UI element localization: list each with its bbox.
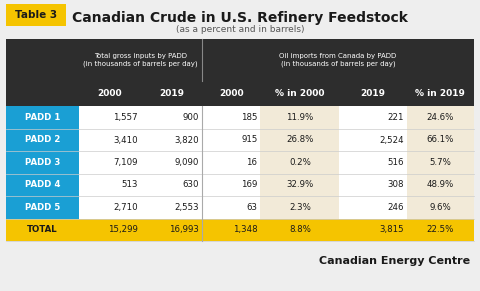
- Text: 66.1%: 66.1%: [427, 136, 454, 145]
- Text: 516: 516: [387, 158, 404, 167]
- Text: 5.7%: 5.7%: [430, 158, 451, 167]
- Text: 15,299: 15,299: [108, 225, 138, 234]
- Bar: [202, 174, 261, 196]
- Bar: [339, 106, 407, 129]
- Text: Oil imports from Canada by PADD
(in thousands of barrels per day): Oil imports from Canada by PADD (in thou…: [279, 52, 396, 67]
- Text: PADD 4: PADD 4: [25, 180, 60, 189]
- Bar: [6, 4, 66, 26]
- Bar: [6, 151, 79, 174]
- Bar: [407, 196, 474, 219]
- Bar: [6, 106, 79, 129]
- Text: 2.3%: 2.3%: [289, 203, 311, 212]
- Bar: [261, 129, 339, 151]
- Text: 26.8%: 26.8%: [286, 136, 313, 145]
- Bar: [407, 174, 474, 196]
- Text: 3,410: 3,410: [113, 136, 138, 145]
- Text: 630: 630: [182, 180, 199, 189]
- Text: PADD 1: PADD 1: [25, 113, 60, 122]
- Text: PADD 3: PADD 3: [25, 158, 60, 167]
- Text: 246: 246: [387, 203, 404, 212]
- Text: 32.9%: 32.9%: [287, 180, 313, 189]
- Text: 22.5%: 22.5%: [427, 225, 454, 234]
- Bar: [6, 219, 79, 241]
- Bar: [141, 129, 202, 151]
- Text: 900: 900: [182, 113, 199, 122]
- Bar: [339, 219, 407, 241]
- Bar: [339, 151, 407, 174]
- Bar: [202, 106, 261, 129]
- Bar: [79, 106, 141, 129]
- Bar: [407, 151, 474, 174]
- Text: 2,524: 2,524: [379, 136, 404, 145]
- Text: 169: 169: [241, 180, 257, 189]
- Text: 48.9%: 48.9%: [427, 180, 454, 189]
- Text: 7,109: 7,109: [113, 158, 138, 167]
- Bar: [202, 196, 261, 219]
- Text: 16,993: 16,993: [169, 225, 199, 234]
- Bar: [407, 106, 474, 129]
- Text: 1,348: 1,348: [233, 225, 257, 234]
- Text: 63: 63: [246, 203, 257, 212]
- Text: 185: 185: [241, 113, 257, 122]
- Bar: [79, 174, 141, 196]
- Bar: [407, 219, 474, 241]
- Text: 513: 513: [121, 180, 138, 189]
- Bar: [141, 219, 202, 241]
- Bar: [339, 174, 407, 196]
- Text: PADD 2: PADD 2: [25, 136, 60, 145]
- Text: 9.6%: 9.6%: [430, 203, 451, 212]
- Text: 2000: 2000: [219, 89, 243, 98]
- Text: 2,710: 2,710: [113, 203, 138, 212]
- Bar: [6, 196, 79, 219]
- Text: 9,090: 9,090: [175, 158, 199, 167]
- Text: % in 2019: % in 2019: [415, 89, 465, 98]
- Text: % in 2000: % in 2000: [275, 89, 324, 98]
- Bar: [261, 106, 339, 129]
- Text: (as a percent and in barrels): (as a percent and in barrels): [176, 24, 304, 33]
- Bar: [79, 151, 141, 174]
- Text: 24.6%: 24.6%: [427, 113, 454, 122]
- Bar: [6, 174, 79, 196]
- Text: 3,815: 3,815: [379, 225, 404, 234]
- Bar: [6, 81, 474, 106]
- Bar: [202, 129, 261, 151]
- Bar: [141, 151, 202, 174]
- Text: 0.2%: 0.2%: [289, 158, 311, 167]
- Bar: [202, 151, 261, 174]
- Bar: [202, 219, 261, 241]
- Bar: [261, 174, 339, 196]
- Bar: [261, 196, 339, 219]
- Text: 2019: 2019: [159, 89, 184, 98]
- Bar: [141, 106, 202, 129]
- Text: 2,553: 2,553: [174, 203, 199, 212]
- Text: 915: 915: [241, 136, 257, 145]
- Text: 11.9%: 11.9%: [287, 113, 313, 122]
- Text: Canadian Crude in U.S. Refinery Feedstock: Canadian Crude in U.S. Refinery Feedstoc…: [72, 11, 408, 25]
- Text: 3,820: 3,820: [174, 136, 199, 145]
- Text: 8.8%: 8.8%: [289, 225, 311, 234]
- Bar: [6, 39, 474, 81]
- Text: Table 3: Table 3: [15, 10, 57, 20]
- Bar: [339, 196, 407, 219]
- Text: PADD 5: PADD 5: [25, 203, 60, 212]
- Text: 1,557: 1,557: [113, 113, 138, 122]
- Bar: [6, 129, 79, 151]
- Text: Total gross inputs by PADD
(in thousands of barrels per day): Total gross inputs by PADD (in thousands…: [83, 52, 198, 67]
- Bar: [79, 129, 141, 151]
- Bar: [79, 196, 141, 219]
- Text: 308: 308: [387, 180, 404, 189]
- Text: 2000: 2000: [97, 89, 122, 98]
- Bar: [141, 174, 202, 196]
- Bar: [79, 219, 141, 241]
- Text: 16: 16: [246, 158, 257, 167]
- Bar: [141, 196, 202, 219]
- Bar: [261, 219, 339, 241]
- Text: TOTAL: TOTAL: [27, 225, 58, 234]
- Text: 221: 221: [387, 113, 404, 122]
- Bar: [339, 129, 407, 151]
- Text: 2019: 2019: [360, 89, 385, 98]
- Bar: [407, 129, 474, 151]
- Text: Canadian Energy Centre: Canadian Energy Centre: [319, 256, 470, 266]
- Bar: [261, 151, 339, 174]
